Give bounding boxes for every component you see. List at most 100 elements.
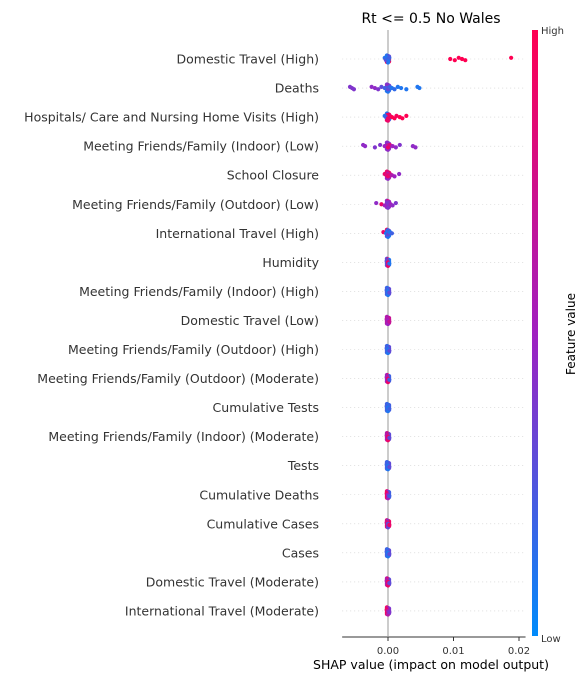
feature-label: Hospitals/ Care and Nursing Home Visits … [24, 110, 319, 125]
x-axis-title: SHAP value (impact on model output) [313, 657, 549, 672]
shap-point [397, 142, 402, 148]
feature-label: Domestic Travel (High) [177, 52, 320, 67]
feature-row-points [384, 605, 392, 617]
feature-row-points [381, 227, 395, 239]
shap-point [404, 87, 409, 92]
shap-point [387, 610, 392, 615]
colorbar-title: Feature value [564, 293, 576, 375]
shap-point [387, 319, 392, 324]
shap-points [347, 53, 514, 617]
feature-label: School Closure [227, 168, 320, 183]
feature-row-points [384, 285, 392, 298]
shap-point [351, 87, 357, 92]
shap-point [394, 113, 399, 118]
x-tick-label: 0.01 [442, 646, 464, 657]
feature-label: Cumulative Tests [213, 400, 319, 415]
shap-point [387, 464, 392, 469]
feature-label: Tests [287, 458, 319, 473]
feature-row-points [384, 343, 392, 356]
shap-point [379, 202, 384, 207]
shap-point [456, 55, 461, 60]
shap-point [395, 84, 400, 89]
feature-row-points [384, 372, 392, 385]
shap-point [387, 290, 392, 295]
shap-point [362, 144, 368, 149]
colorbar-high-label: High [541, 26, 564, 37]
feature-label: Meeting Friends/Family (Indoor) (Moderat… [48, 429, 319, 444]
shap-point [385, 205, 391, 210]
shap-point [393, 200, 398, 206]
feature-row-points [382, 111, 409, 123]
shap-point [387, 406, 392, 411]
feature-label: Meeting Friends/Family (Outdoor) (High) [68, 342, 319, 357]
colorbar-gradient [532, 30, 538, 636]
shap-point [387, 435, 392, 440]
shap-point [463, 58, 468, 63]
feature-row-points [384, 576, 392, 588]
shap-point [399, 85, 404, 91]
feature-label: Humidity [262, 255, 319, 270]
shap-point [397, 171, 402, 177]
shap-point [448, 56, 453, 62]
feature-label: International Travel (Moderate) [125, 603, 319, 618]
feature-label: Cumulative Cases [207, 516, 319, 531]
shap-point [452, 58, 457, 63]
feature-label: Domestic Travel (Low) [181, 313, 319, 328]
shap-point [387, 551, 392, 557]
shap-point [387, 261, 392, 266]
feature-label: Meeting Friends/Family (Outdoor) (Modera… [37, 371, 319, 386]
feature-label: Meeting Friends/Family (Indoor) (High) [79, 284, 319, 299]
shap-point [392, 174, 397, 179]
shap-point [374, 200, 379, 206]
shap-point [372, 85, 377, 91]
shap-point [382, 144, 387, 149]
shap-point [417, 85, 422, 91]
feature-label: International Travel (High) [156, 226, 319, 241]
shap-point [404, 113, 409, 118]
shap-point [387, 348, 392, 353]
feature-label: Deaths [275, 81, 319, 96]
shap-point [389, 231, 395, 236]
shap-point [387, 581, 392, 586]
feature-row-points [384, 489, 392, 501]
feature-label: Domestic Travel (Moderate) [146, 574, 319, 589]
x-axis-ticks: 0.00 0.01 0.02 [377, 637, 530, 657]
shap-point [509, 55, 514, 60]
feature-row-points [384, 314, 392, 327]
colorbar-low-label: Low [541, 634, 561, 645]
feature-row-points [384, 518, 392, 530]
shap-point [390, 203, 395, 208]
feature-row-points [384, 256, 392, 269]
x-tick-label: 0.02 [508, 646, 530, 657]
feature-row-points [384, 401, 392, 414]
shap-point [376, 87, 381, 92]
feature-label: Meeting Friends/Family (Indoor) (Low) [83, 139, 319, 154]
x-tick-label: 0.00 [377, 646, 399, 657]
shap-point [387, 377, 392, 382]
shap-point [393, 145, 398, 150]
shap-point [387, 55, 392, 60]
shap-point [400, 116, 405, 121]
shap-point [413, 145, 418, 150]
feature-row-points [384, 430, 392, 443]
shap-point [392, 87, 397, 92]
shap-point [459, 56, 465, 62]
row-gridlines [342, 58, 526, 612]
feature-row-points [374, 198, 398, 210]
feature-row-points [347, 82, 422, 94]
shap-point [382, 203, 387, 208]
feature-label: Meeting Friends/Family (Outdoor) (Low) [72, 197, 319, 212]
feature-row-points [384, 547, 392, 559]
shap-point [372, 145, 377, 150]
colorbar: High Low Feature value [532, 26, 576, 645]
feature-row-points [384, 460, 392, 472]
chart-title: Rt <= 0.5 No Wales [361, 11, 500, 27]
shap-point [382, 85, 387, 91]
shap-point [387, 522, 392, 528]
feature-label: Cumulative Deaths [199, 487, 319, 502]
feature-label: Cases [282, 545, 319, 560]
feature-labels: Domestic Travel (High) Deaths Hospitals/ C… [24, 52, 319, 619]
shap-point [390, 144, 395, 149]
shap-point [369, 84, 374, 89]
